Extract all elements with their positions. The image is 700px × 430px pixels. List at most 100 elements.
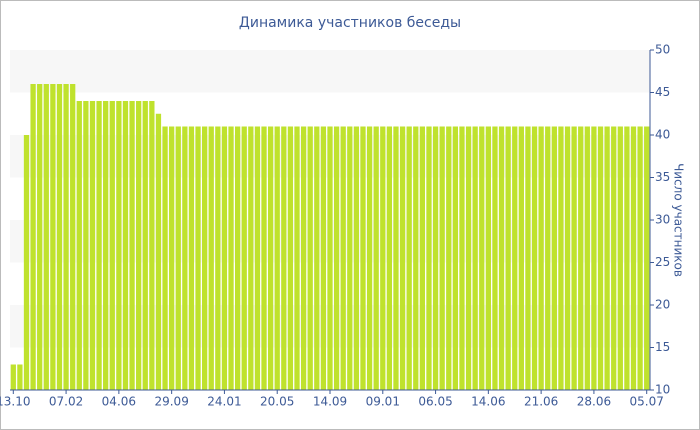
bar	[142, 101, 148, 390]
bar	[17, 364, 23, 390]
bar	[492, 126, 498, 390]
x-tick-label: 06.05	[418, 395, 452, 409]
bar	[360, 126, 366, 390]
bar	[10, 364, 16, 390]
bar	[314, 126, 320, 390]
bar	[465, 126, 472, 390]
bar	[432, 126, 439, 390]
bar	[37, 84, 43, 390]
y-tick-label: 40	[655, 128, 670, 142]
y-tick-label: 50	[655, 43, 670, 57]
bar	[386, 126, 393, 390]
bar	[578, 126, 584, 390]
bar	[76, 101, 82, 390]
bar	[327, 126, 333, 390]
bar	[518, 126, 524, 390]
bar	[188, 126, 195, 390]
bar	[267, 126, 274, 390]
bar	[83, 101, 89, 390]
bar	[366, 126, 373, 390]
bar	[525, 126, 531, 390]
y-tick-label: 30	[655, 213, 670, 227]
bar	[149, 101, 155, 390]
bar	[169, 126, 175, 390]
y-axis-label: Число участников	[672, 163, 686, 277]
bar	[644, 126, 650, 390]
bar	[116, 101, 122, 390]
bar	[333, 126, 340, 390]
bar	[175, 126, 181, 390]
bar	[103, 101, 109, 390]
bar	[545, 126, 551, 390]
bar	[413, 126, 419, 390]
bar	[215, 126, 221, 390]
bar	[538, 126, 544, 390]
bar	[380, 126, 386, 390]
bar	[485, 126, 491, 390]
bar	[446, 126, 452, 390]
bar	[479, 126, 485, 390]
bar	[287, 126, 294, 390]
bar	[89, 101, 96, 390]
bar	[419, 126, 426, 390]
bar	[505, 126, 511, 390]
bar	[182, 126, 188, 390]
x-tick-label: 07.02	[49, 395, 83, 409]
bar	[228, 126, 234, 390]
bar	[23, 135, 30, 390]
y-tick-label: 45	[655, 85, 670, 99]
x-tick-label: 04.06	[102, 395, 136, 409]
bar	[373, 126, 379, 390]
bar	[604, 126, 610, 390]
y-tick-label: 20	[655, 298, 670, 312]
bar	[195, 126, 201, 390]
bar	[551, 126, 557, 390]
x-tick-label: 09.01	[366, 395, 400, 409]
bar	[208, 126, 214, 390]
y-tick-label: 25	[655, 255, 670, 269]
chart-title: Динамика участников беседы	[239, 15, 461, 31]
bar	[393, 126, 399, 390]
bar	[221, 126, 228, 390]
bar	[281, 126, 287, 390]
bar	[564, 126, 571, 390]
bar	[96, 101, 102, 390]
bar	[531, 126, 538, 390]
bar	[136, 101, 142, 390]
bar	[406, 126, 412, 390]
bar	[630, 126, 637, 390]
bar	[129, 101, 135, 390]
bar	[459, 126, 465, 390]
x-tick-label: 13.10	[0, 395, 30, 409]
x-tick-label: 21.06	[524, 395, 558, 409]
x-tick-label: 20.05	[260, 395, 294, 409]
bar	[300, 126, 307, 390]
bar	[50, 84, 56, 390]
bar	[122, 101, 129, 390]
bar	[63, 84, 69, 390]
x-tick-label: 14.06	[471, 395, 505, 409]
bar	[439, 126, 445, 390]
bar	[162, 126, 168, 390]
bar	[254, 126, 261, 390]
bar	[294, 126, 300, 390]
bar	[624, 126, 630, 390]
bar	[512, 126, 518, 390]
y-tick-label: 35	[655, 170, 670, 184]
bar	[353, 126, 360, 390]
bar	[234, 126, 241, 390]
x-tick-label: 14.09	[313, 395, 347, 409]
bar	[202, 126, 208, 390]
x-tick-label: 29.09	[154, 395, 188, 409]
grid-band	[10, 50, 650, 93]
bar	[155, 113, 162, 390]
bar	[340, 126, 346, 390]
y-tick-label: 10	[655, 383, 670, 397]
bar	[320, 126, 327, 390]
bar	[241, 126, 247, 390]
bar	[617, 126, 623, 390]
x-tick-label: 28.06	[577, 395, 611, 409]
bar	[248, 126, 254, 390]
bar	[571, 126, 577, 390]
bar	[307, 126, 313, 390]
